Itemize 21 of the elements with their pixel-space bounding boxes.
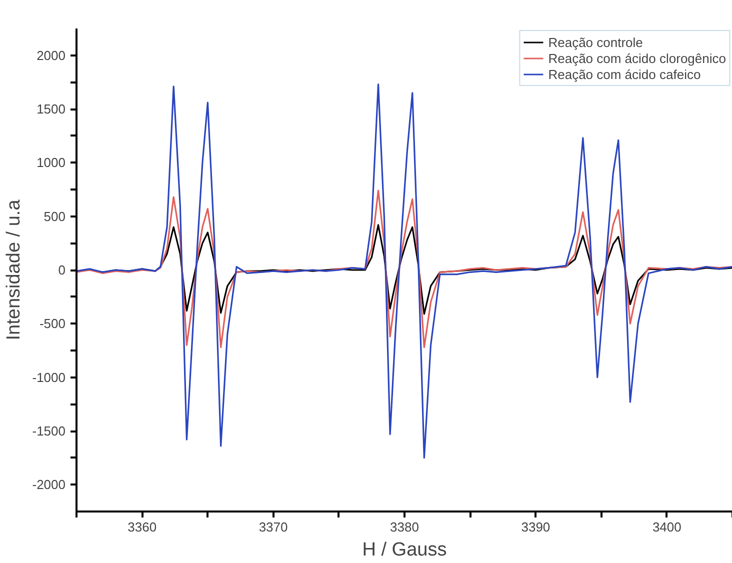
y-tick-label: 0 (58, 262, 66, 278)
legend-label: Reação com ácido clorogênico (548, 50, 726, 66)
x-tick-label: 3400 (652, 520, 682, 534)
x-tick-label: 3360 (128, 520, 157, 534)
y-tick-label: -2000 (32, 477, 66, 492)
x-tick-label: 3380 (390, 520, 419, 534)
y-tick-label: -500 (39, 316, 66, 332)
y-tick-label: 2000 (36, 48, 66, 63)
x-axis-title: H / Gauss (362, 540, 447, 560)
legend-label: Reação controle (548, 34, 643, 50)
y-tick-label: -1000 (32, 370, 66, 385)
y-tick-label: -1500 (32, 424, 66, 438)
line-series (76, 190, 732, 348)
legend-label: Reação com ácido cafeico (548, 66, 701, 82)
y-axis-title: Intensidade / u.a (3, 199, 24, 340)
x-tick-label: 3370 (258, 520, 288, 534)
line-series (76, 84, 732, 459)
y-tick-label: 500 (44, 208, 66, 224)
y-tick-label: 1500 (36, 102, 66, 116)
x-tick-label: 3390 (521, 520, 550, 534)
y-tick-label: 1000 (36, 155, 66, 170)
